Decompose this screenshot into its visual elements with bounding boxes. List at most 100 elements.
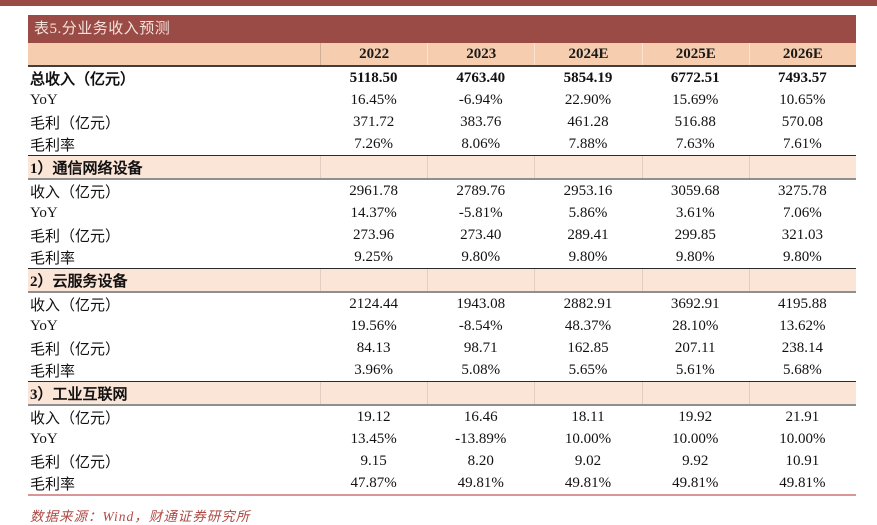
value-cell: 7.63% <box>675 135 715 152</box>
row-label: 毛利（亿元） <box>30 454 121 471</box>
value-cell: 3.61% <box>675 204 715 221</box>
table-bottom-rule <box>28 494 856 496</box>
value-cell: 28.10% <box>672 317 719 334</box>
value-cell: 5.86% <box>568 204 608 221</box>
section-header-row: 1）通信网络设备 <box>28 155 856 180</box>
value-cell: 16.46 <box>463 408 498 425</box>
year-column-header: 2022 <box>320 43 427 65</box>
section-header-empty-cell <box>427 382 534 404</box>
value-cell: 22.90% <box>564 91 612 108</box>
value-cell: -8.54% <box>458 317 503 334</box>
value-cell: 13.62% <box>779 317 826 334</box>
table-row: YoY 14.37% -5.81% 5.86% 3.61% 7.06% <box>28 202 856 224</box>
row-label: YoY <box>30 317 58 334</box>
value-cell: 5.08% <box>461 361 501 378</box>
value-cell: 15.69% <box>672 91 719 108</box>
value-cell: 10.00% <box>672 430 719 447</box>
value-cell: 9.80% <box>675 248 715 265</box>
table-title-bar: 表5.分业务收入预测 <box>28 15 856 43</box>
section-header-empty-cell <box>427 269 534 291</box>
value-cell: 10.00% <box>564 430 612 447</box>
section-header-empty-cell <box>748 269 856 291</box>
value-cell: 19.56% <box>350 317 397 334</box>
value-cell: 461.28 <box>567 113 609 130</box>
section-header-empty-cell <box>748 382 856 404</box>
value-cell: 5.65% <box>568 361 608 378</box>
value-cell: 273.96 <box>352 226 395 243</box>
section-header-empty-cell <box>641 382 749 404</box>
table-row: 毛利（亿元） 9.15 8.20 9.02 9.92 10.91 <box>28 450 856 472</box>
value-cell: 3059.68 <box>670 182 720 199</box>
table-row: 毛利（亿元） 273.96 273.40 289.41 299.85 321.03 <box>28 224 856 246</box>
revenue-forecast-table: 表5.分业务收入预测 2022 2023 2024E 2025E 2026E 总收入（亿… <box>28 15 856 525</box>
value-cell: 10.91 <box>785 452 820 469</box>
value-cell: 9.15 <box>360 452 387 469</box>
table-row: 毛利率 47.87% 49.81% 49.81% 49.81% 49.81% <box>28 472 856 494</box>
value-cell: 3275.78 <box>778 182 827 199</box>
year-column-header: 2025E <box>641 43 749 65</box>
value-cell: 5118.50 <box>349 69 398 86</box>
value-cell: 14.37% <box>350 204 397 221</box>
table-row: 收入（亿元） 19.12 16.46 18.11 19.92 21.91 <box>28 406 856 428</box>
value-cell: 2789.76 <box>456 182 506 199</box>
value-cell: 19.92 <box>678 408 713 425</box>
value-cell: 9.92 <box>682 452 709 469</box>
value-cell: 5.61% <box>675 361 715 378</box>
row-label: 毛利率 <box>30 137 76 154</box>
section-header-empty-cell <box>641 156 749 178</box>
value-cell: 47.87% <box>350 474 397 491</box>
table-title: 表5.分业务收入预测 <box>34 21 171 37</box>
value-cell: 2953.16 <box>563 182 613 199</box>
value-cell: 3692.91 <box>670 295 720 312</box>
section-header-row: 2）云服务设备 <box>28 268 856 293</box>
table-row: 毛利率 9.25% 9.80% 9.80% 9.80% 9.80% <box>28 246 856 268</box>
year-column-header: 2026E <box>748 43 856 65</box>
value-cell: 8.06% <box>461 135 501 152</box>
value-cell: 7.26% <box>354 135 393 152</box>
value-cell: 570.08 <box>781 113 824 130</box>
table-row: 毛利率 3.96% 5.08% 5.65% 5.61% 5.68% <box>28 359 856 381</box>
value-cell: 7.61% <box>783 135 822 152</box>
row-label: 毛利（亿元） <box>30 341 121 358</box>
value-cell: 21.91 <box>785 408 820 425</box>
value-cell: 162.85 <box>567 339 609 356</box>
row-label: 收入（亿元） <box>30 410 121 427</box>
value-cell: 13.45% <box>350 430 397 447</box>
value-cell: 49.81% <box>457 474 504 491</box>
value-cell: 7493.57 <box>778 69 827 86</box>
value-cell: 371.72 <box>352 113 395 130</box>
section-header-row: 3）工业互联网 <box>28 381 856 406</box>
row-label: 收入（亿元） <box>30 184 121 201</box>
value-cell: 1943.08 <box>456 295 506 312</box>
header-empty-cell <box>28 43 320 65</box>
section-header-empty-cell <box>320 156 427 178</box>
row-label: 毛利率 <box>30 476 76 493</box>
row-label: YoY <box>30 430 58 447</box>
value-cell: 3.96% <box>354 361 393 378</box>
section-header-empty-cell <box>641 269 749 291</box>
value-cell: 49.81% <box>672 474 719 491</box>
value-cell: 273.40 <box>460 226 502 243</box>
value-cell: 10.65% <box>779 91 826 108</box>
section-header-empty-cell <box>534 156 641 178</box>
value-cell: 49.81% <box>779 474 826 491</box>
value-cell: 9.80% <box>783 248 822 265</box>
value-cell: 9.80% <box>461 248 501 265</box>
section-header-empty-cell <box>534 269 641 291</box>
row-label: 毛利率 <box>30 250 76 267</box>
source-note: 数据来源：Wind，财通证券研究所 <box>30 509 251 524</box>
row-label: 总收入（亿元） <box>30 71 136 88</box>
value-cell: 9.25% <box>354 248 393 265</box>
row-label: 毛利（亿元） <box>30 228 121 245</box>
value-cell: 2961.78 <box>349 182 398 199</box>
year-column-header: 2023 <box>427 43 534 65</box>
value-cell: 299.85 <box>674 226 716 243</box>
value-cell: 84.13 <box>356 339 391 356</box>
value-cell: 6772.51 <box>670 69 720 86</box>
table-row: YoY 13.45% -13.89% 10.00% 10.00% 10.00% <box>28 428 856 450</box>
table-row: YoY 16.45% -6.94% 22.90% 15.69% 10.65% <box>28 89 856 111</box>
value-cell: -6.94% <box>458 91 503 108</box>
page-top-rule <box>0 0 877 6</box>
section-header-empty-cell <box>320 382 427 404</box>
value-cell: 516.88 <box>674 113 716 130</box>
